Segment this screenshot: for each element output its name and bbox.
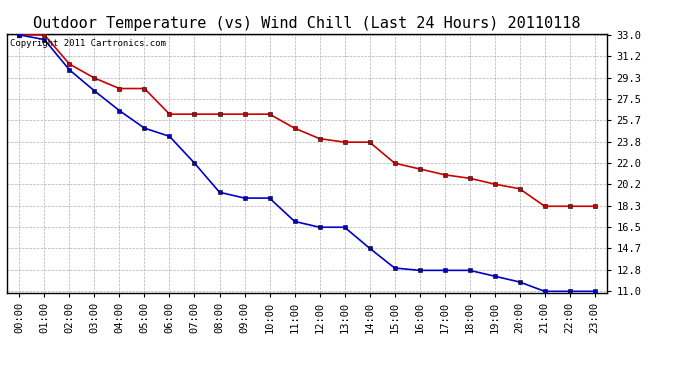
Title: Outdoor Temperature (vs) Wind Chill (Last 24 Hours) 20110118: Outdoor Temperature (vs) Wind Chill (Las…: [33, 16, 581, 31]
Text: Copyright 2011 Cartronics.com: Copyright 2011 Cartronics.com: [10, 39, 166, 48]
